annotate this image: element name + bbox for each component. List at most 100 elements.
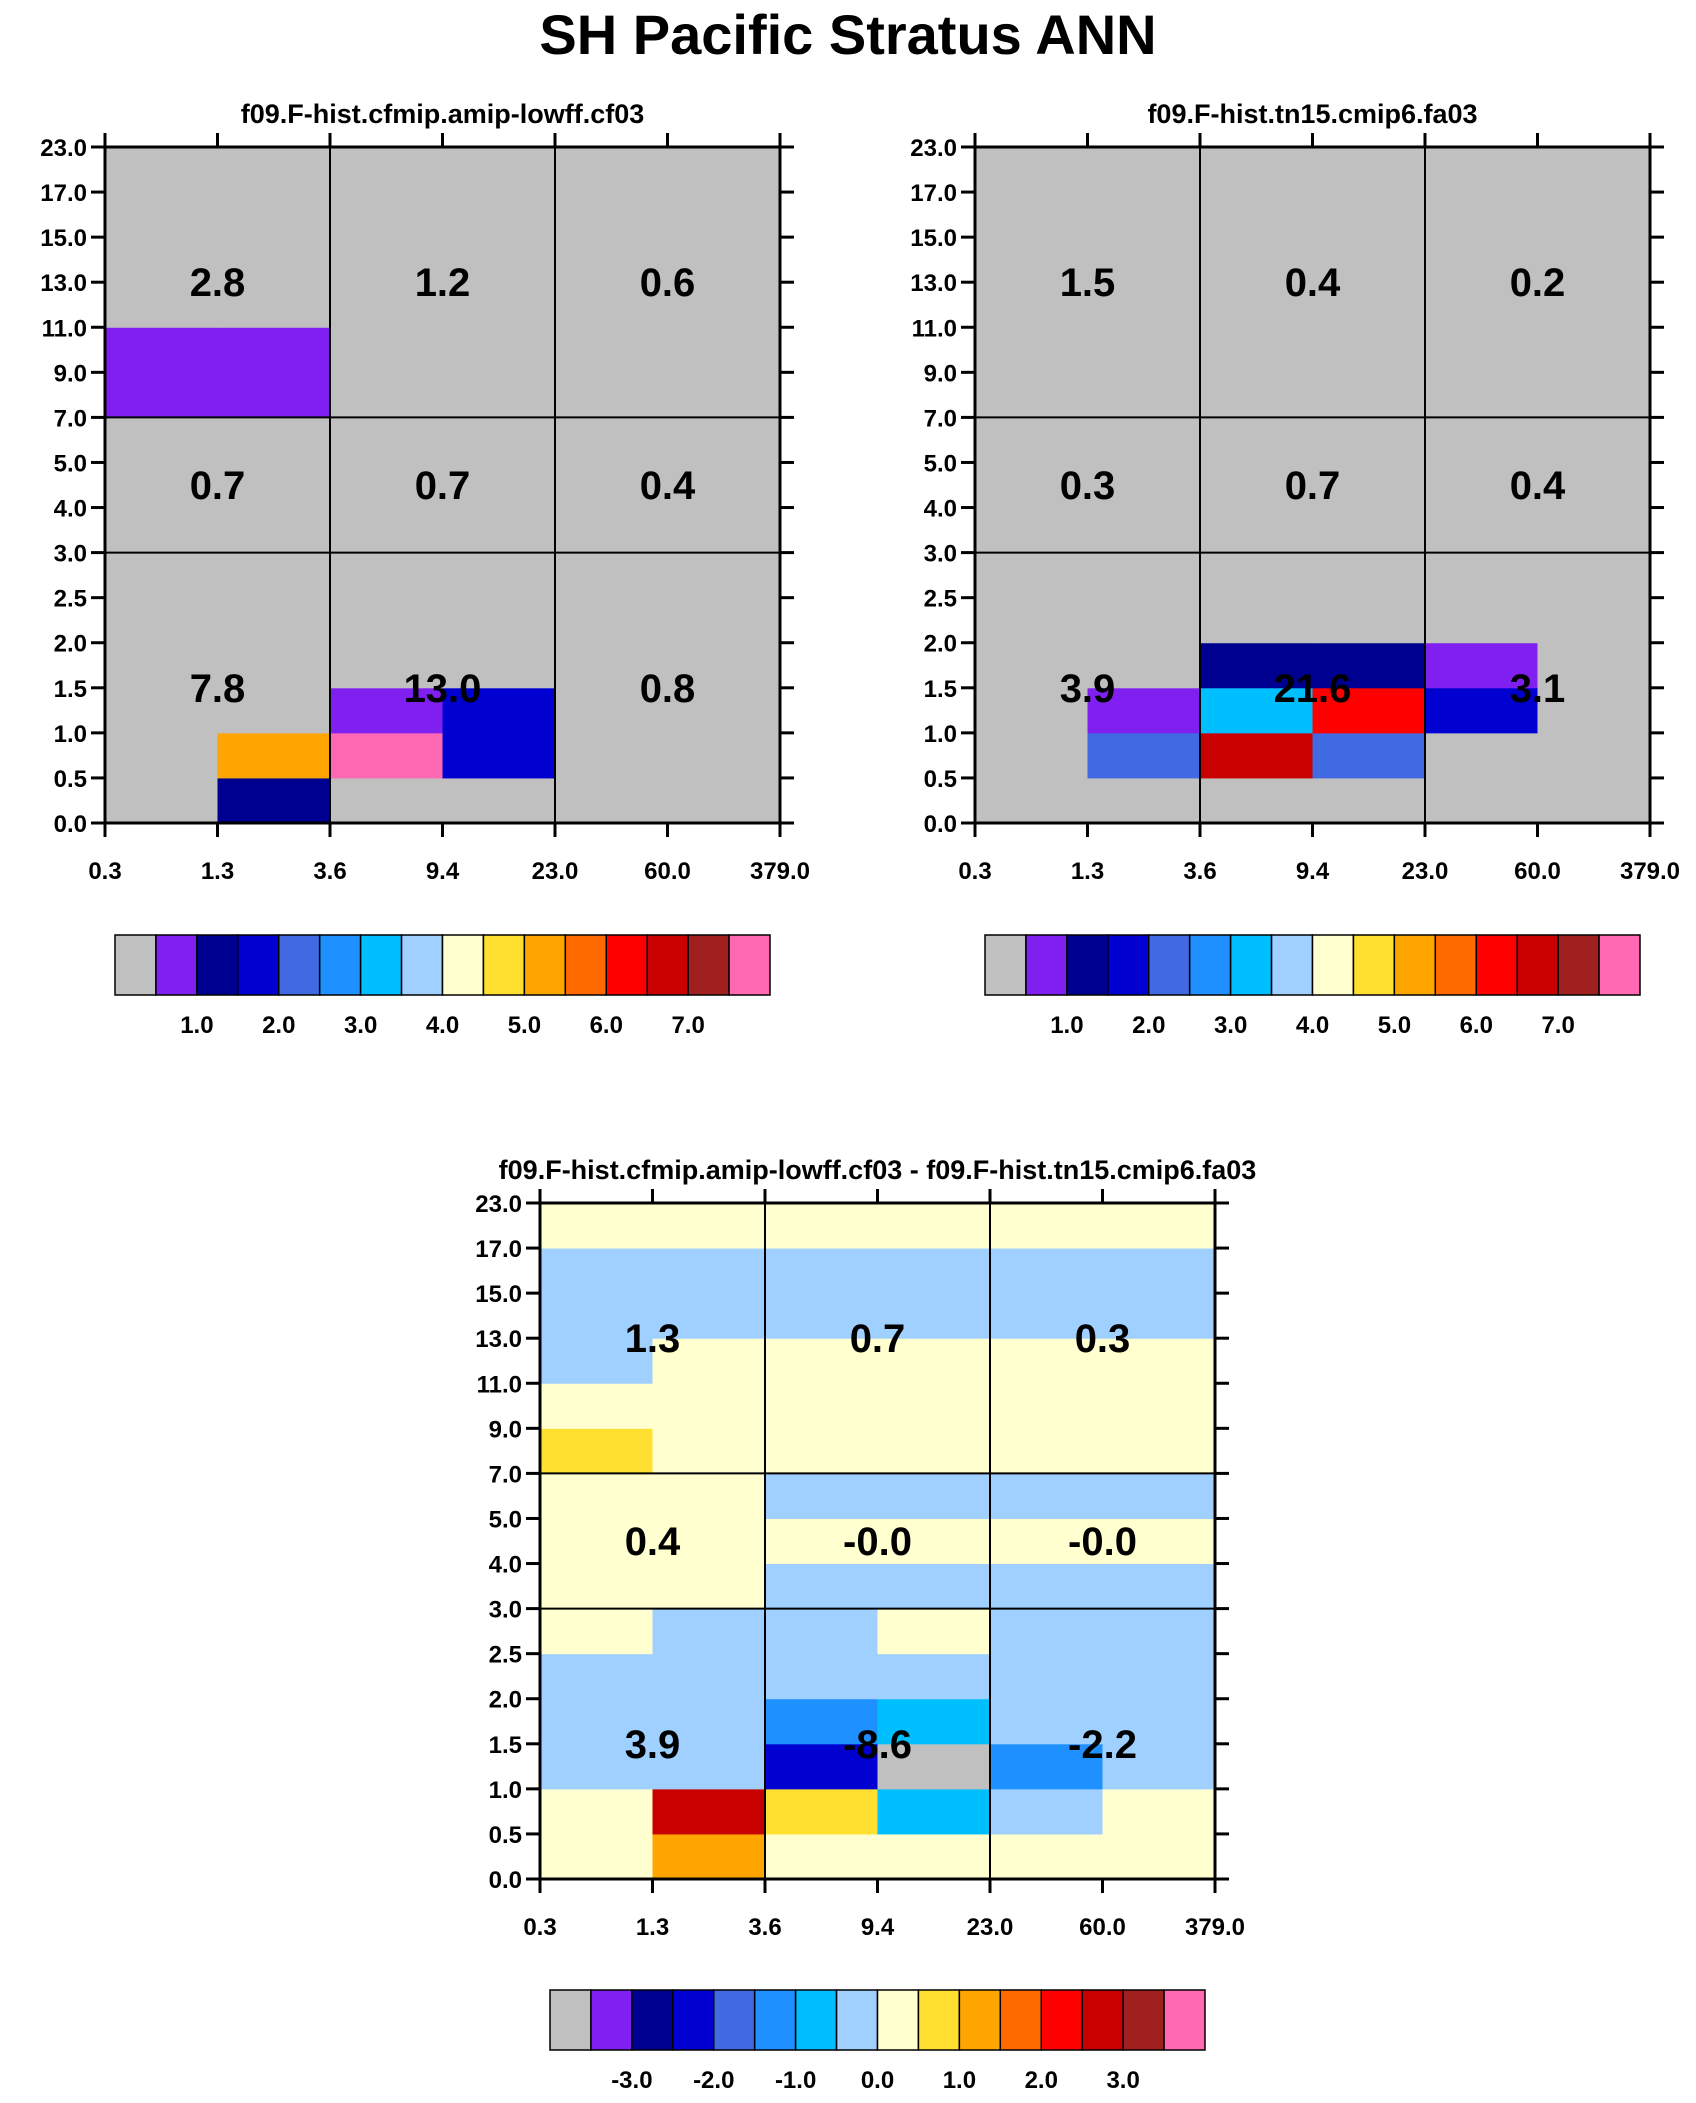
heatmap-cell [217, 597, 331, 644]
colorbar-swatch [1081, 1989, 1124, 2051]
colorbar-swatch [1434, 934, 1477, 996]
x-tick-label: 379.0 [1185, 1914, 1245, 1941]
heatmap-cell [765, 1698, 878, 1745]
y-tick-label: 17.0 [40, 180, 87, 207]
y-tick-label: 13.0 [910, 270, 957, 297]
heatmap-cell [1425, 192, 1538, 238]
heatmap-cell [105, 732, 218, 779]
heatmap-cell [217, 507, 331, 554]
heatmap-cell [1425, 417, 1538, 463]
panel-title: f09.F-hist.cfmip.amip-lowff.cf03 - f09.F… [499, 1155, 1257, 1185]
heatmap-cell [1200, 192, 1313, 238]
x-tick-label: 1.3 [201, 858, 234, 885]
heatmap-cell [975, 462, 1088, 509]
heatmap-cell [765, 1338, 878, 1384]
y-tick-label: 0.5 [489, 1822, 522, 1849]
heatmap-cell [667, 462, 781, 509]
heatmap-cell [1537, 417, 1651, 463]
heatmap-cell [667, 687, 781, 734]
heatmap-cell [330, 462, 443, 509]
heatmap-cell [877, 1518, 991, 1565]
heatmap-cell [990, 1698, 1103, 1745]
colorbar-swatch [114, 934, 157, 996]
heatmap-cell [442, 372, 556, 418]
heatmap-cell [330, 237, 443, 283]
heatmap-cell [667, 552, 781, 599]
y-tick-label: 7.0 [489, 1461, 522, 1488]
heatmap-cell [540, 1473, 653, 1519]
heatmap-cell [217, 462, 331, 509]
colorbar-swatch [1352, 934, 1396, 996]
colorbar-swatch [400, 934, 444, 996]
heatmap-cell [1537, 237, 1651, 283]
colorbar-swatch [753, 1989, 797, 2051]
heatmap-cell [540, 1833, 653, 1880]
heatmap-cell [1537, 507, 1651, 554]
heatmap-cell [217, 192, 331, 238]
heatmap-cell [1200, 687, 1313, 734]
heatmap-cell [1087, 147, 1201, 193]
panel-title: f09.F-hist.tn15.cmip6.fa03 [1147, 99, 1477, 129]
heatmap-cell [217, 237, 331, 283]
y-tick-label: 1.0 [924, 721, 957, 748]
heatmap-cell [217, 372, 331, 418]
heatmap-cell [1537, 777, 1651, 824]
heatmap-cell [1102, 1203, 1216, 1249]
heatmap-cell [765, 1788, 878, 1835]
heatmap-cell [667, 147, 781, 193]
heatmap-cell [330, 597, 443, 644]
heatmap-cell [1087, 777, 1201, 824]
colorbar-swatch [1475, 934, 1518, 996]
y-tick-label: 5.0 [489, 1506, 522, 1533]
colorbar-swatch [196, 934, 239, 996]
heatmap-cell [1312, 327, 1426, 373]
heatmap-cell [652, 1788, 766, 1835]
heatmap-cell [1087, 237, 1201, 283]
colorbar-swatch [1122, 1989, 1165, 2051]
heatmap-cell [1102, 1833, 1216, 1880]
heatmap-cell [877, 1248, 991, 1294]
x-tick-label: 9.4 [861, 1914, 895, 1941]
heatmap-cell [217, 732, 331, 779]
heatmap-cell [555, 732, 668, 779]
heatmap-panel-3: f09.F-hist.cfmip.amip-lowff.cf03 - f09.F… [475, 1155, 1256, 2094]
heatmap-cell [1312, 417, 1426, 463]
y-tick-label: 11.0 [42, 315, 87, 342]
heatmap-cell [1425, 327, 1538, 373]
heatmap-cell [540, 1518, 653, 1565]
heatmap-cell [330, 687, 443, 734]
colorbar-label: 5.0 [508, 1012, 541, 1039]
heatmap-cell [975, 507, 1088, 554]
x-tick-label: 1.3 [636, 1914, 669, 1941]
heatmap-cell [1102, 1428, 1216, 1474]
heatmap-cell [990, 1473, 1103, 1519]
heatmap-cell [877, 1383, 991, 1429]
heatmap-cell [877, 1203, 991, 1249]
heatmap-cell [555, 462, 668, 509]
heatmap-cell [442, 417, 556, 463]
x-tick-label: 1.3 [1071, 858, 1104, 885]
colorbar-label: 3.0 [1214, 1012, 1247, 1039]
y-tick-label: 3.0 [54, 541, 87, 568]
heatmap-cell [765, 1383, 878, 1429]
heatmap-cell [1200, 372, 1313, 418]
colorbar-swatch [359, 934, 403, 996]
heatmap-cell [1200, 597, 1313, 644]
colorbar-swatch [564, 934, 607, 996]
y-tick-label: 5.0 [924, 450, 957, 477]
heatmap-cell [105, 147, 218, 193]
heatmap-cell [1425, 462, 1538, 509]
block-sum-label: 0.7 [850, 1317, 906, 1361]
heatmap-cell [765, 1248, 878, 1294]
colorbar-swatch [1066, 934, 1109, 996]
heatmap-cell [1537, 192, 1651, 238]
heatmap-cell [1102, 1383, 1216, 1429]
heatmap-cell [652, 1743, 766, 1790]
heatmap-cell [765, 1518, 878, 1565]
x-tick-label: 23.0 [967, 1914, 1014, 1941]
heatmap-cell [217, 147, 331, 193]
heatmap-cell [1087, 507, 1201, 554]
heatmap-cell [540, 1653, 653, 1700]
heatmap-cell [442, 552, 556, 599]
heatmap-cell [540, 1608, 653, 1655]
